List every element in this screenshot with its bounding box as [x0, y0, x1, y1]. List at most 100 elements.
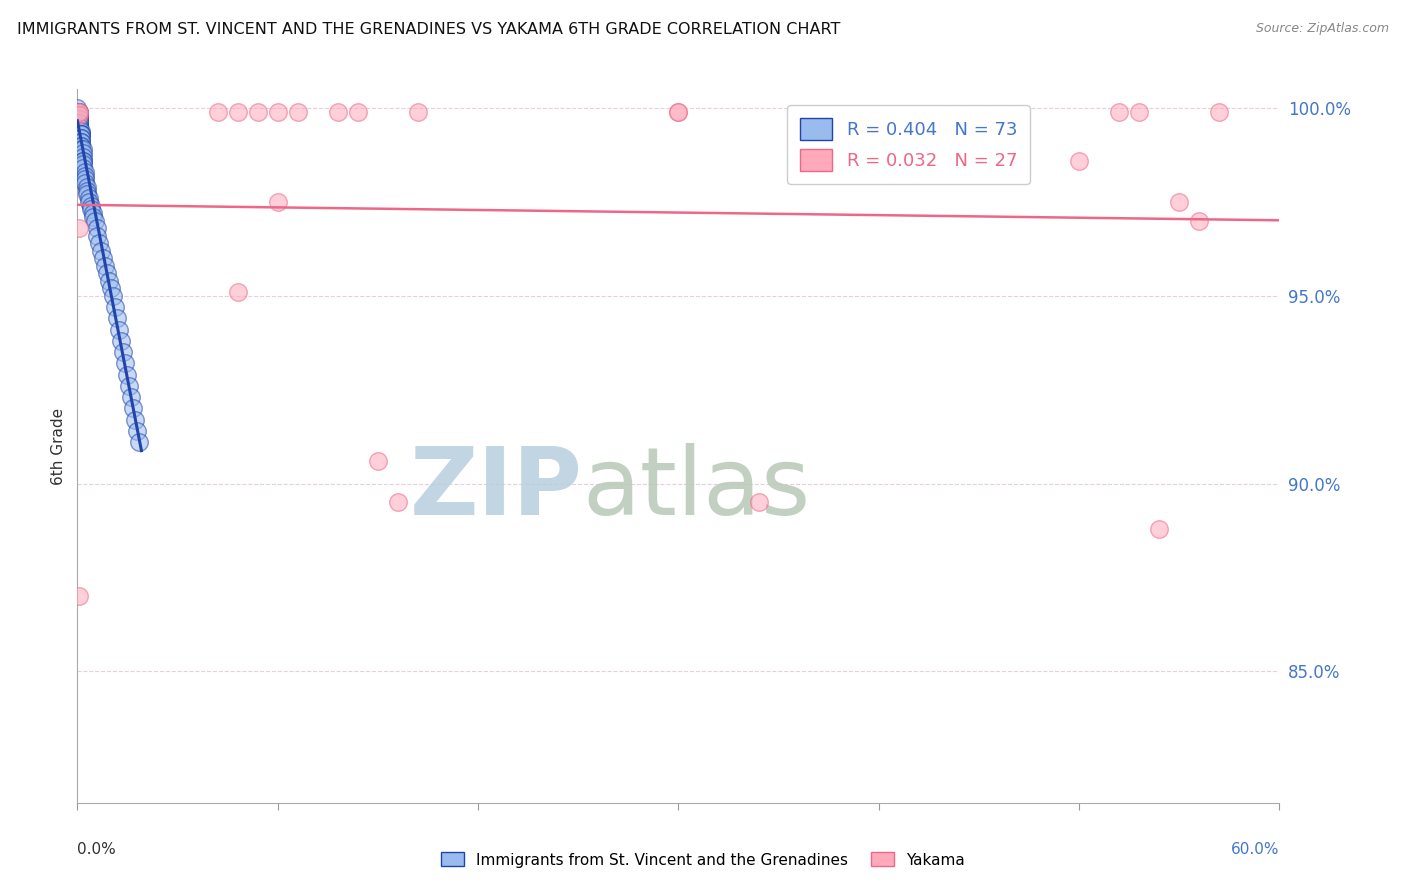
Point	[1168, 194, 1191, 209]
Point	[103, 289, 125, 303]
Point	[72, 146, 94, 161]
Point	[89, 236, 111, 251]
Point	[79, 191, 101, 205]
Point	[387, 495, 409, 509]
Point	[72, 157, 94, 171]
Point	[70, 123, 93, 137]
Point	[67, 221, 90, 235]
Point	[72, 150, 94, 164]
Point	[72, 142, 94, 156]
Point	[75, 165, 97, 179]
Point	[90, 244, 112, 258]
Point	[75, 169, 97, 183]
Point	[67, 104, 90, 119]
Point	[107, 311, 129, 326]
Point	[94, 259, 117, 273]
Point	[67, 108, 90, 122]
Point	[226, 285, 249, 299]
Point	[67, 120, 90, 134]
Text: ZIP: ZIP	[409, 442, 582, 535]
Point	[1149, 522, 1171, 536]
Point	[98, 274, 121, 288]
Point	[67, 108, 90, 122]
Point	[67, 112, 90, 127]
Point	[67, 116, 90, 130]
Point	[66, 101, 89, 115]
Point	[67, 112, 90, 127]
Point	[287, 104, 309, 119]
Text: IMMIGRANTS FROM ST. VINCENT AND THE GRENADINES VS YAKAMA 6TH GRADE CORRELATION C: IMMIGRANTS FROM ST. VINCENT AND THE GREN…	[17, 22, 841, 37]
Point	[112, 345, 135, 359]
Point	[66, 104, 89, 119]
Point	[67, 589, 90, 603]
Point	[207, 104, 229, 119]
Y-axis label: 6th Grade: 6th Grade	[51, 408, 66, 484]
Point	[66, 104, 89, 119]
Text: atlas: atlas	[582, 442, 810, 535]
Point	[76, 187, 98, 202]
Point	[70, 131, 93, 145]
Point	[67, 104, 90, 119]
Point	[70, 128, 93, 142]
Point	[1069, 153, 1091, 168]
Point	[406, 104, 429, 119]
Point	[108, 322, 131, 336]
Point	[70, 131, 93, 145]
Point	[668, 104, 690, 119]
Point	[67, 123, 90, 137]
Point	[246, 104, 269, 119]
Point	[110, 334, 132, 348]
Point	[114, 356, 136, 370]
Point	[70, 128, 93, 142]
Point	[76, 184, 98, 198]
Point	[67, 104, 90, 119]
Point	[267, 104, 290, 119]
Point	[72, 153, 94, 168]
Point	[1208, 104, 1230, 119]
Point	[86, 228, 108, 243]
Point	[72, 153, 94, 168]
Point	[128, 435, 150, 450]
Point	[70, 138, 93, 153]
Point	[80, 199, 103, 213]
Point	[79, 194, 101, 209]
Legend: Immigrants from St. Vincent and the Grenadines, Yakama: Immigrants from St. Vincent and the Gren…	[434, 847, 972, 873]
Point	[75, 172, 97, 186]
Point	[86, 221, 108, 235]
Point	[67, 108, 90, 122]
Point	[226, 104, 249, 119]
Point	[82, 206, 104, 220]
Point	[67, 120, 90, 134]
Point	[93, 251, 115, 265]
Point	[267, 194, 290, 209]
Point	[347, 104, 370, 119]
Point	[127, 424, 149, 438]
Text: 60.0%: 60.0%	[1232, 842, 1279, 856]
Point	[122, 401, 145, 416]
Point	[748, 495, 770, 509]
Point	[67, 116, 90, 130]
Point	[84, 213, 107, 227]
Point	[80, 202, 103, 217]
Point	[120, 390, 142, 404]
Point	[70, 128, 93, 142]
Point	[70, 142, 93, 156]
Point	[82, 210, 104, 224]
Point	[668, 104, 690, 119]
Point	[1128, 104, 1150, 119]
Point	[67, 108, 90, 122]
Point	[104, 300, 127, 314]
Legend: R = 0.404   N = 73, R = 0.032   N = 27: R = 0.404 N = 73, R = 0.032 N = 27	[787, 105, 1031, 184]
Text: 0.0%: 0.0%	[77, 842, 117, 856]
Point	[76, 179, 98, 194]
Point	[124, 413, 146, 427]
Point	[326, 104, 349, 119]
Point	[100, 281, 122, 295]
Point	[70, 135, 93, 149]
Point	[70, 135, 93, 149]
Point	[67, 108, 90, 122]
Text: Source: ZipAtlas.com: Source: ZipAtlas.com	[1256, 22, 1389, 36]
Point	[72, 161, 94, 175]
Point	[1108, 104, 1130, 119]
Point	[118, 379, 141, 393]
